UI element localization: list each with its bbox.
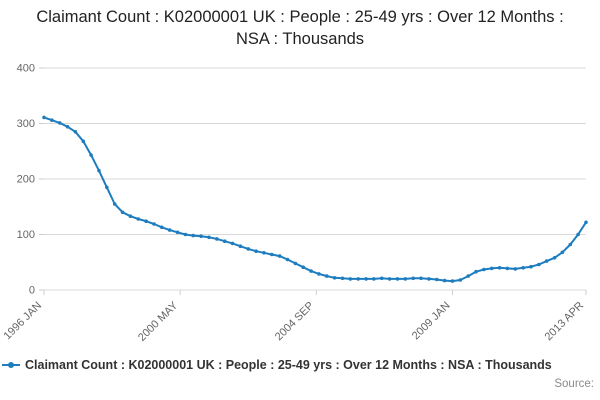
series-marker-icon <box>2 362 20 368</box>
svg-text:400: 400 <box>17 63 35 75</box>
claimant-count-line-chart: 0 100 200 300 400 1996 JAN 2000 MAY 2004 SEP 200… <box>1 63 588 344</box>
svg-text:2013 APR: 2013 APR <box>543 300 587 344</box>
svg-text:2004 SEP: 2004 SEP <box>273 300 317 344</box>
svg-text:300: 300 <box>17 118 35 130</box>
legend[interactable]: Claimant Count : K02000001 UK : People :… <box>0 356 600 374</box>
chart-title: Claimant Count : K02000001 UK : People :… <box>36 8 564 49</box>
svg-text:2000 MAY: 2000 MAY <box>136 299 181 344</box>
svg-text:2009 JAN: 2009 JAN <box>410 300 453 343</box>
source-label: Source: <box>554 378 594 390</box>
svg-text:100: 100 <box>17 229 35 241</box>
svg-text:200: 200 <box>17 174 35 186</box>
svg-text:1996 JAN: 1996 JAN <box>1 300 44 343</box>
legend-label: Claimant Count : K02000001 UK : People :… <box>25 358 552 372</box>
svg-text:0: 0 <box>29 285 35 297</box>
